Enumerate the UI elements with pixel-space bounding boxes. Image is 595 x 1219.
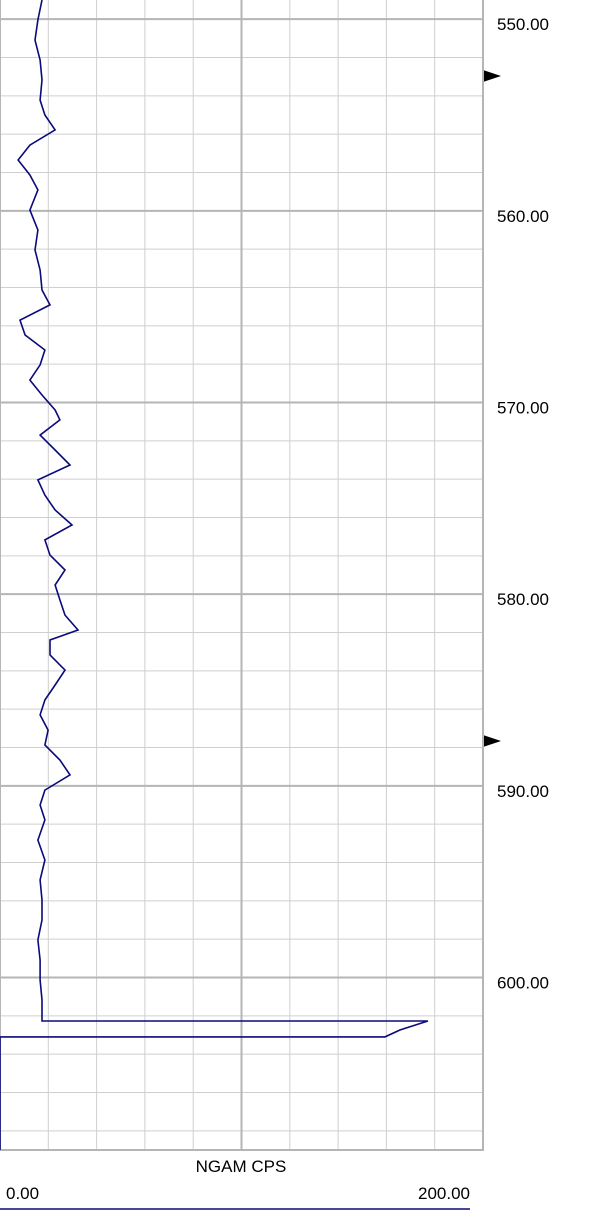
y-tick-label: 600.00 [497, 974, 549, 993]
y-tick-label: 590.00 [497, 782, 549, 801]
x-tick-label: 200.00 [418, 1184, 470, 1203]
log-curve [0, 0, 429, 1150]
x-tick-label: 0.00 [6, 1184, 39, 1203]
y-tick-label: 580.00 [497, 590, 549, 609]
y-tick-label: 570.00 [497, 399, 549, 418]
marker-arrow [483, 735, 501, 747]
x-axis-label: NGAM CPS [196, 1157, 287, 1176]
marker-arrow [483, 70, 501, 82]
plot-border [0, 0, 484, 1151]
y-tick-label: 550.00 [497, 15, 549, 34]
y-tick-label: 560.00 [497, 207, 549, 226]
